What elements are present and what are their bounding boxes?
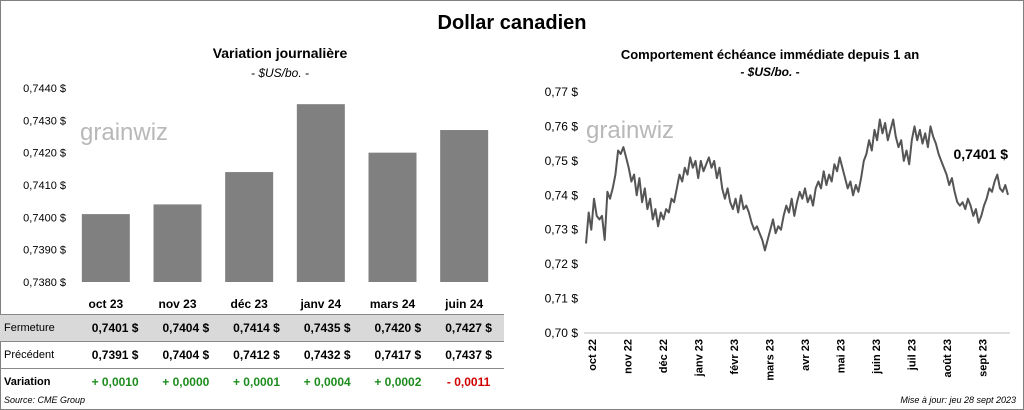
bar-x-tick-label: mars 24	[370, 297, 416, 311]
bar-y-tick-label: 0,7440 $	[23, 83, 66, 95]
line-x-tick-label: oct 22	[587, 339, 599, 371]
line-x-tick-label: août 23	[942, 339, 954, 378]
line-x-tick-label: avr 23	[800, 339, 812, 371]
table-cell: + 0,0001	[221, 368, 292, 395]
bar	[296, 104, 345, 283]
data-table: Fermeture 0,7401 $ 0,7404 $ 0,7414 $ 0,7435 …	[0, 314, 504, 395]
bar-x-tick-label: nov 23	[158, 297, 196, 311]
line-watermark: grainwiz	[586, 117, 674, 144]
bar	[81, 214, 130, 282]
bar	[368, 152, 417, 282]
table-cell: 0,7401 $	[91, 321, 139, 335]
table-row-label: Variation	[0, 368, 80, 395]
table-cell: + 0,0010	[79, 368, 151, 395]
bar	[153, 204, 202, 282]
table-cell: 0,7414 $	[233, 321, 280, 335]
line-x-tick-label: févr 23	[729, 339, 741, 374]
left-chart-units: - $US/bo. -	[250, 66, 310, 80]
table-cell: 0,7435 $	[303, 321, 351, 335]
bar-y-tick-label: 0,7410 $	[23, 180, 66, 192]
last-value-label: 0,7401 $	[954, 146, 1009, 162]
bar-x-tick-label: déc 23	[230, 297, 268, 311]
source-note: Source: CME Group	[4, 395, 86, 405]
page-title: Dollar canadien	[437, 12, 587, 34]
table-cell: + 0,0004	[291, 368, 363, 395]
line-x-tick-label: juil 23	[907, 339, 919, 371]
table-cell: 0,7404 $	[162, 348, 210, 362]
table-cell: - 0,0011	[433, 368, 504, 395]
right-chart-title: Comportement échéance immédiate depuis 1…	[620, 47, 920, 62]
line-x-tick-label: juin 23	[871, 339, 883, 375]
line-y-tick-label: 0,76 $	[545, 119, 579, 133]
table-cell: 0,7417 $	[374, 348, 422, 362]
line-y-tick-label: 0,70 $	[545, 326, 579, 340]
bar-y-tick-label: 0,7390 $	[23, 245, 66, 257]
table-row-previous: Précédent 0,7391 $ 0,7404 $ 0,7412 $ 0,7432 …	[0, 342, 504, 369]
table-row-close: Fermeture 0,7401 $ 0,7404 $ 0,7414 $ 0,7435 …	[0, 314, 504, 342]
table-cell: 0,7432 $	[303, 348, 351, 362]
bar	[440, 130, 489, 282]
bar-y-tick-label: 0,7400 $	[23, 212, 66, 224]
line-y-tick-label: 0,72 $	[545, 257, 579, 271]
table-row-label: Fermeture	[4, 322, 55, 334]
table-cell: 0,7391 $	[91, 348, 139, 362]
left-chart-title: Variation journalière	[212, 45, 348, 61]
bar-x-tick-label: juin 24	[444, 297, 483, 311]
bar-y-tick-label: 0,7380 $	[23, 277, 66, 289]
bar-watermark: grainwiz	[80, 119, 168, 146]
table-cell: + 0,0002	[362, 368, 434, 395]
table-cell: + 0,0000	[150, 368, 222, 395]
line-y-tick-label: 0,73 $	[545, 223, 579, 237]
line-y-tick-label: 0,71 $	[545, 292, 579, 306]
price-series-line	[585, 118, 1009, 252]
line-x-tick-label: sept 23	[978, 339, 990, 377]
table-cell: 0,7404 $	[162, 321, 210, 335]
update-note: Mise à jour: jeu 28 sept 2023	[900, 395, 1016, 405]
bar	[225, 172, 274, 282]
line-chart: 0,70 $ 0,71 $ 0,72 $ 0,73 $ 0,74 $ 0,75 $ 0,76…	[545, 85, 1010, 381]
bar-y-tick-label: 0,7430 $	[23, 115, 66, 127]
line-x-tick-label: mars 23	[765, 339, 777, 381]
line-y-tick-label: 0,75 $	[545, 154, 579, 168]
table-cell: 0,7412 $	[233, 348, 280, 362]
line-x-tick-label: nov 22	[623, 339, 635, 374]
line-y-tick-label: 0,74 $	[545, 188, 579, 202]
bar-chart: 0,7380 $ 0,7390 $ 0,7400 $ 0,7410 $ 0,7420 $…	[23, 83, 489, 311]
table-row-variation: Variation + 0,0010 + 0,0000 + 0,0001 + 0,000…	[0, 368, 504, 395]
bar-x-tick-label: oct 23	[88, 297, 123, 311]
bar-y-tick-label: 0,7420 $	[23, 148, 66, 160]
line-y-tick-label: 0,77 $	[545, 85, 579, 99]
table-cell: 0,7427 $	[445, 321, 492, 335]
right-chart-units: - $US/bo. -	[740, 65, 800, 79]
bar-x-tick-label: janv 24	[299, 297, 341, 311]
line-x-tick-label: déc 22	[658, 339, 670, 373]
table-cell: 0,7420 $	[374, 321, 422, 335]
line-x-tick-label: mai 23	[836, 339, 848, 373]
table-row-label: Précédent	[4, 349, 55, 361]
line-x-tick-label: janv 23	[694, 339, 706, 377]
table-cell: 0,7437 $	[445, 348, 492, 362]
